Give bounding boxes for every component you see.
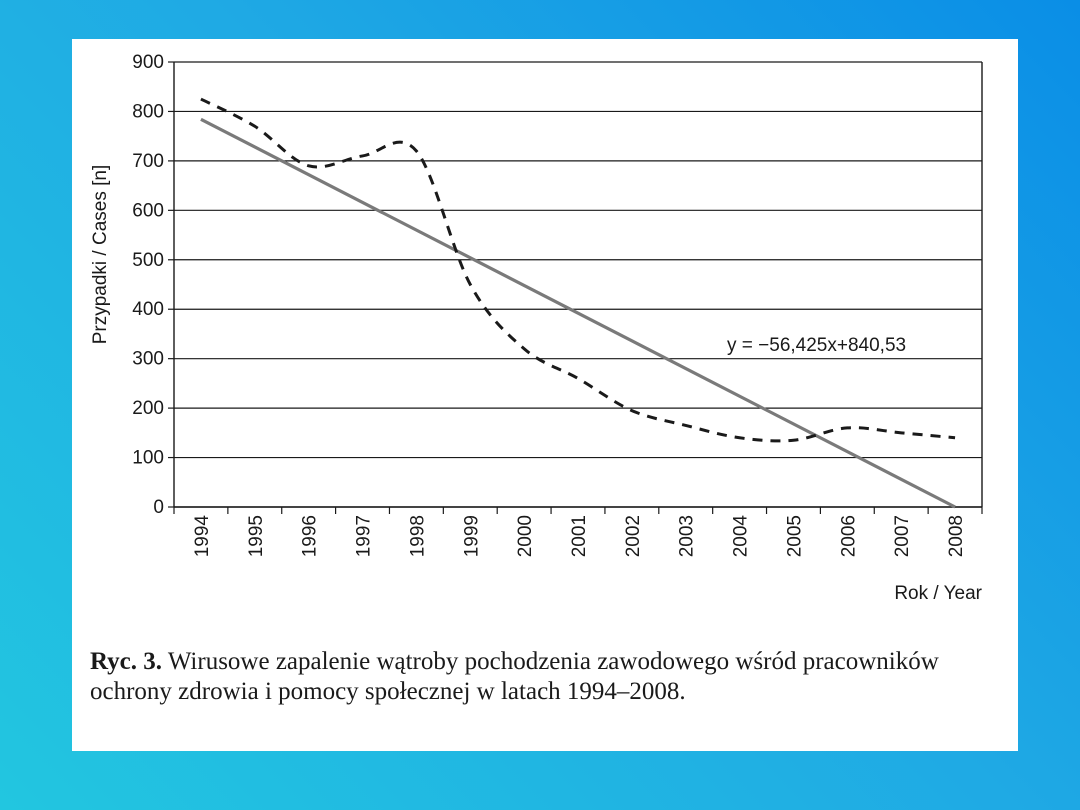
x-tick-label: 2003 — [677, 515, 698, 557]
y-tick-label: 400 — [132, 299, 164, 320]
line-chart: 0 100 200 300 400 500 600 700 800 900 1994 1995 1996… — [90, 52, 983, 604]
figure-caption: Ryc. 3. Wirusowe zapalenie wątroby pocho… — [90, 647, 990, 707]
y-tick-label: 600 — [132, 200, 164, 221]
y-tick-label: 0 — [153, 497, 164, 518]
figure-card: 0 100 200 300 400 500 600 700 800 900 1994 1995 1996… — [72, 39, 1018, 751]
caption-text: Wirusowe zapalenie wątroby pochodzenia z… — [90, 648, 939, 705]
x-tick-label: 2008 — [946, 515, 967, 557]
y-tick-label: 700 — [132, 151, 164, 172]
x-axis-label: Rok / Year — [894, 583, 982, 604]
x-tick-label: 2002 — [623, 515, 644, 557]
x-tick-label: 2005 — [784, 515, 805, 557]
trendline — [200, 117, 956, 509]
x-tick-label: 1996 — [300, 515, 321, 557]
x-tick-label: 1994 — [192, 515, 213, 558]
y-tick-label: 500 — [132, 250, 164, 271]
y-tick-label: 900 — [132, 52, 164, 73]
x-tick-label: 2001 — [569, 515, 590, 557]
y-tick-label: 800 — [132, 101, 164, 122]
x-tick-label: 2004 — [731, 515, 752, 558]
y-tick-label: 200 — [132, 398, 164, 419]
x-tick-label: 1995 — [246, 515, 267, 557]
trendline-equation: y = −56,425x+840,53 — [727, 335, 906, 356]
y-tick-label: 100 — [132, 448, 164, 469]
y-axis-label: Przypadki / Cases [n] — [90, 165, 111, 345]
x-tick-label: 1998 — [407, 515, 428, 557]
x-tick-label: 1997 — [354, 515, 375, 557]
dashed-series-line — [200, 97, 956, 443]
y-tick-label: 300 — [132, 349, 164, 370]
x-tick-label: 2000 — [515, 515, 536, 557]
x-tick-label: 2007 — [892, 515, 913, 557]
x-tick-label: 2006 — [838, 515, 859, 557]
x-tick-label: 1999 — [461, 515, 482, 557]
caption-label: Ryc. 3. — [90, 648, 163, 675]
